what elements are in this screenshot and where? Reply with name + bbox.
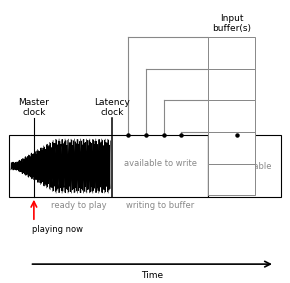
Bar <box>209 37 255 69</box>
Text: ready to play: ready to play <box>51 201 106 210</box>
Bar <box>209 135 281 197</box>
Bar <box>209 132 255 164</box>
Text: not available: not available <box>217 162 272 171</box>
Bar <box>9 135 209 197</box>
Text: writing to buffer: writing to buffer <box>126 201 194 210</box>
Text: Master
clock: Master clock <box>19 98 49 117</box>
Bar <box>209 69 255 100</box>
Text: Input
buffer(s): Input buffer(s) <box>212 14 251 33</box>
Text: Latency
clock: Latency clock <box>94 98 130 117</box>
Bar <box>209 164 255 196</box>
Text: Time: Time <box>141 271 163 280</box>
Text: playing now: playing now <box>32 225 84 234</box>
Text: available to write: available to write <box>124 159 197 168</box>
Bar <box>209 100 255 132</box>
